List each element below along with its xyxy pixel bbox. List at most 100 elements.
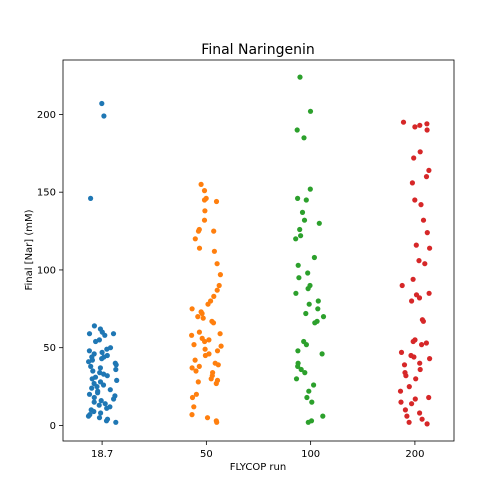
data-point-50 [202, 208, 208, 214]
data-point-18.7 [99, 100, 105, 107]
data-point-100 [295, 363, 301, 369]
data-point-100 [303, 310, 309, 317]
data-points [85, 74, 433, 427]
data-point-200 [406, 384, 412, 390]
data-point-200 [409, 401, 415, 407]
data-point-200 [417, 366, 423, 373]
data-point-200 [401, 362, 408, 368]
x-tick-label: 100 [301, 449, 320, 460]
data-point-50 [195, 228, 202, 234]
y-axis: 0 50 100 150 200 [37, 110, 63, 432]
data-point-50 [208, 376, 214, 382]
y-axis-label: Final [Nar] (mM) [24, 209, 35, 290]
data-point-50 [201, 217, 208, 223]
data-point-200 [409, 298, 415, 304]
data-point-100 [311, 382, 317, 388]
data-point-200 [424, 421, 430, 427]
data-point-200 [398, 399, 404, 405]
data-point-200 [420, 318, 426, 324]
data-point-100 [294, 127, 300, 133]
data-point-200 [426, 167, 432, 173]
data-point-200 [399, 282, 405, 289]
data-point-100 [296, 275, 302, 281]
data-point-18.7 [88, 195, 94, 201]
data-point-100 [316, 220, 322, 226]
data-point-50 [215, 362, 221, 368]
data-point-18.7 [86, 391, 93, 397]
data-point-50 [198, 181, 204, 187]
data-point-18.7 [88, 363, 94, 369]
data-point-100 [309, 399, 315, 405]
data-point-18.7 [113, 419, 119, 425]
data-point-50 [217, 331, 223, 337]
data-point-50 [211, 228, 217, 234]
data-point-18.7 [89, 385, 95, 391]
data-point-100 [315, 298, 321, 304]
data-point-100 [297, 74, 303, 80]
data-point-100 [301, 135, 307, 141]
plot-area-frame [62, 59, 455, 442]
y-tick-label: 50 [43, 343, 56, 354]
data-point-100 [305, 419, 311, 425]
data-point-50 [211, 293, 217, 299]
x-tick-label: 18.7 [91, 449, 113, 460]
data-point-50 [213, 380, 219, 387]
data-point-200 [398, 349, 405, 355]
data-point-18.7 [111, 396, 117, 402]
data-point-200 [419, 416, 425, 422]
data-point-50 [217, 272, 223, 278]
data-point-18.7 [104, 405, 110, 411]
data-point-100 [299, 209, 306, 215]
data-point-50 [196, 329, 202, 335]
data-point-200 [406, 419, 412, 425]
data-point-100 [293, 376, 300, 382]
data-point-50 [214, 348, 221, 354]
data-point-18.7 [98, 398, 104, 404]
data-point-18.7 [100, 382, 107, 388]
data-point-100 [305, 286, 311, 292]
data-point-200 [419, 342, 425, 348]
data-point-50 [213, 198, 220, 205]
data-point-50 [216, 282, 222, 289]
data-point-200 [427, 356, 433, 362]
x-tick-label: 50 [200, 449, 213, 460]
data-point-200 [417, 360, 423, 366]
data-point-50 [189, 332, 195, 338]
chart-title: Final Naringenin [201, 42, 314, 58]
data-point-200 [409, 180, 415, 186]
data-point-18.7 [91, 408, 97, 415]
data-point-100 [293, 290, 299, 296]
data-point-50 [189, 412, 195, 418]
data-point-100 [303, 342, 309, 348]
data-point-50 [202, 352, 208, 359]
data-point-18.7 [86, 348, 92, 354]
data-point-200 [418, 202, 424, 208]
data-point-50 [195, 379, 201, 385]
data-point-18.7 [85, 413, 92, 419]
data-point-50 [199, 310, 205, 317]
data-point-200 [424, 121, 430, 127]
data-point-100 [298, 233, 304, 239]
data-point-100 [293, 236, 299, 242]
data-point-50 [195, 314, 201, 320]
data-point-200 [413, 242, 419, 248]
data-point-18.7 [99, 349, 105, 355]
data-point-200 [417, 122, 423, 128]
x-tick-label: 200 [405, 449, 424, 460]
data-point-18.7 [104, 373, 110, 379]
data-point-50 [204, 415, 211, 421]
data-point-18.7 [86, 359, 92, 365]
data-point-200 [411, 354, 417, 360]
data-point-200 [422, 261, 428, 267]
data-point-50 [189, 306, 195, 312]
data-point-200 [416, 258, 422, 264]
data-point-50 [193, 368, 199, 374]
data-point-200 [427, 245, 433, 251]
data-point-18.7 [107, 387, 113, 393]
data-point-100 [307, 108, 314, 114]
data-point-100 [320, 413, 326, 419]
data-point-50 [210, 320, 217, 326]
data-point-18.7 [91, 323, 97, 329]
data-point-50 [206, 337, 212, 343]
data-point-100 [302, 370, 308, 376]
